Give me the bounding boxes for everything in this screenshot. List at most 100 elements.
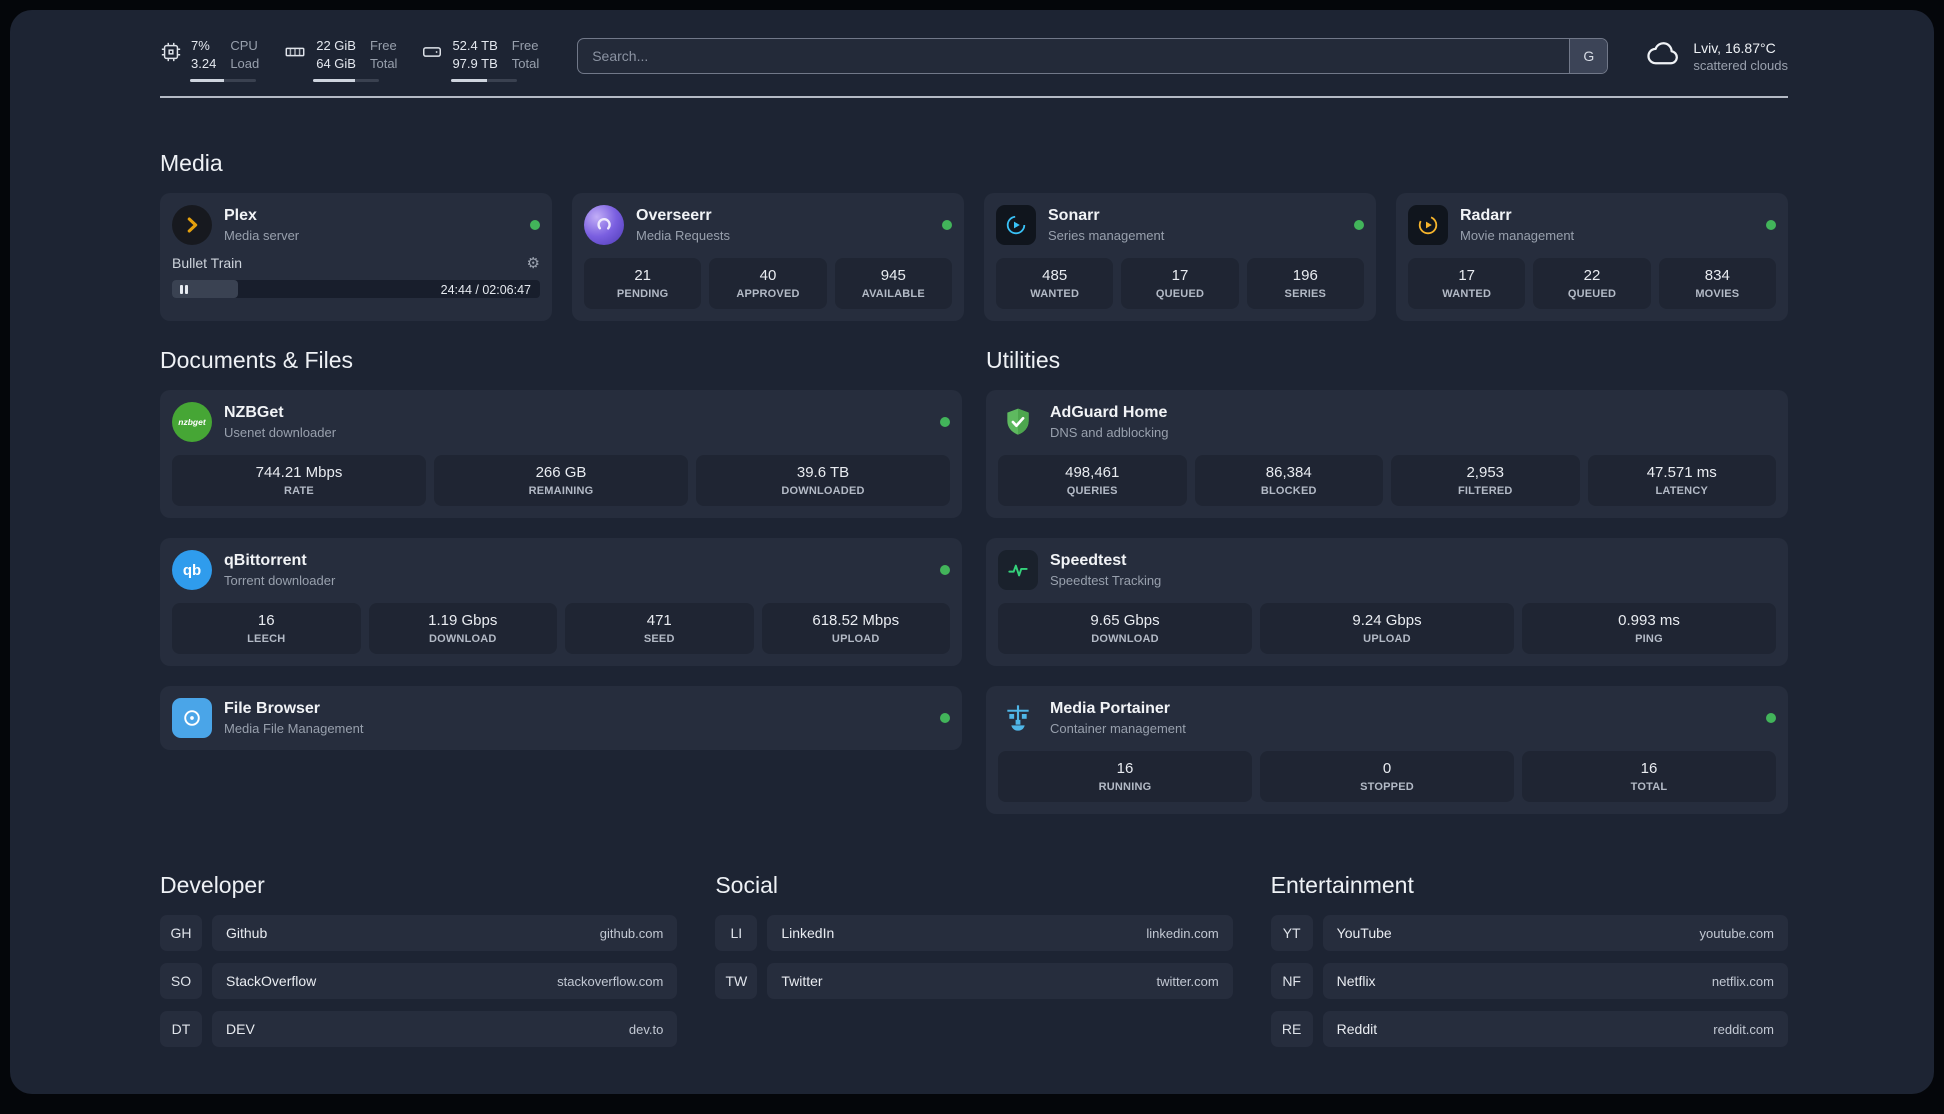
social-column: Social LI LinkedIn linkedin.com TW Twitt… [715,872,1233,999]
portainer-card[interactable]: Media Portainer Container management 16 … [986,686,1788,814]
bookmark-stackoverflow[interactable]: SO StackOverflow stackoverflow.com [160,963,678,999]
adguard-card[interactable]: AdGuard Home DNS and adblocking 498,461 … [986,390,1788,518]
status-dot [1766,220,1776,230]
stat-ping: 0.993 ms PING [1522,603,1776,654]
stat-running: 16 RUNNING [998,751,1252,802]
bookmark-row[interactable]: Github github.com [212,915,678,951]
bookmark-youtube[interactable]: YT YouTube youtube.com [1270,915,1788,951]
disk-icon [421,41,443,63]
bookmark-github[interactable]: GH Github github.com [160,915,678,951]
nzbget-card[interactable]: nzbget NZBGet Usenet downloader 744.21 M… [160,390,962,518]
app-subtitle: Media server [224,228,300,243]
app-subtitle: Speedtest Tracking [1050,573,1162,588]
dashboard: 7% 3.24 CPU Load 22 GiB 64 GiB [10,10,1934,1094]
app-name: AdGuard Home [1050,404,1168,421]
entertainment-bookmarks: YT YouTube youtube.com NF Netflix netfli… [1270,915,1788,1047]
media-grid: Plex Media server Bullet Train ⚙ 24:44 /… [160,193,1788,321]
bookmark-dev[interactable]: DT DEV dev.to [160,1011,678,1047]
qbittorrent-header: qb qBittorrent Torrent downloader [172,550,950,590]
bookmark-netflix[interactable]: NF Netflix netflix.com [1270,963,1788,999]
speedtest-card[interactable]: Speedtest Speedtest Tracking 9.65 Gbps D… [986,538,1788,666]
weather-condition: scattered clouds [1693,57,1788,73]
stat-download: 9.65 Gbps DOWNLOAD [998,603,1252,654]
bookmark-abbr[interactable]: LI [715,915,758,951]
search-engine-button[interactable]: G [1569,39,1608,73]
speedtest-icon [998,550,1038,590]
overseerr-header: Overseerr Media Requests [584,205,952,245]
overseerr-card[interactable]: Overseerr Media Requests 21 PENDING 40 A… [572,193,964,321]
playback-progress-fill [172,280,239,298]
radarr-card[interactable]: Radarr Movie management 17 WANTED 22 QUE… [1396,193,1788,321]
disk-total-label: Total [511,56,540,71]
cpu-label: CPU [230,38,258,53]
stats-row: 498,461 QUERIES 86,384 BLOCKED 2,953 FIL… [998,455,1776,506]
filebrowser-card[interactable]: File Browser Media File Management [160,686,962,750]
bookmark-abbr[interactable]: NF [1270,963,1313,999]
stats-row: 9.65 Gbps DOWNLOAD 9.24 Gbps UPLOAD 0.99… [998,603,1776,654]
gear-icon[interactable]: ⚙ [526,254,540,272]
pause-icon[interactable] [180,284,188,294]
qbittorrent-icon: qb [172,550,212,590]
bookmark-abbr[interactable]: SO [160,963,202,999]
app-name: Sonarr [1048,207,1100,224]
status-dot [940,713,950,723]
portainer-header: Media Portainer Container management [998,698,1776,738]
ram-total-label: Total [369,56,398,71]
filebrowser-header: File Browser Media File Management [172,698,950,738]
stat-series: 196 SERIES [1246,258,1364,309]
app-subtitle: DNS and adblocking [1050,425,1169,440]
app-name: Plex [224,207,257,224]
stats-row: 16 RUNNING 0 STOPPED 16 TOTAL [998,751,1776,802]
bookmark-reddit[interactable]: RE Reddit reddit.com [1270,1011,1788,1047]
developer-bookmarks: GH Github github.com SO StackOverflow st… [160,915,678,1047]
ram-icon [283,41,307,63]
documents-column: Documents & Files nzbget NZBGet Usenet d… [160,347,962,814]
bookmark-abbr[interactable]: GH [160,915,202,951]
top-bar: 7% 3.24 CPU Load 22 GiB 64 GiB [160,38,1788,82]
stat-rate: 744.21 Mbps RATE [172,455,426,506]
stat-download: 1.19 Gbps DOWNLOAD [368,603,557,654]
sonarr-card[interactable]: Sonarr Series management 485 WANTED 17 Q… [984,193,1376,321]
stat-total: 16 TOTAL [1522,751,1776,802]
nzbget-header: nzbget NZBGet Usenet downloader [172,402,950,442]
bookmark-row[interactable]: DEV dev.to [212,1011,678,1047]
search-bar: G [577,38,1609,74]
stat-filtered: 2,953 FILTERED [1391,455,1580,506]
plex-header: Plex Media server [172,205,540,245]
weather-location: Lviv, 16.87°C [1693,39,1776,56]
bookmark-abbr[interactable]: TW [715,963,758,999]
radarr-icon [1408,205,1448,245]
sonarr-header: Sonarr Series management [996,205,1364,245]
adguard-icon [998,402,1038,442]
search-input[interactable] [578,48,1570,64]
qbittorrent-card[interactable]: qb qBittorrent Torrent downloader 16 LEE… [160,538,962,666]
section-title-media: Media [160,150,223,176]
stat-available: 945 AVAILABLE [834,258,952,309]
bookmark-row[interactable]: Netflix netflix.com [1322,963,1788,999]
bookmark-linkedin[interactable]: LI LinkedIn linkedin.com [715,915,1233,951]
bookmark-row[interactable]: Reddit reddit.com [1322,1011,1788,1047]
stat-approved: 40 APPROVED [709,258,827,309]
cpu-metric: 7% 3.24 CPU Load [160,38,259,82]
status-dot [940,565,950,575]
section-title-utilities: Utilities [986,347,1061,373]
plex-card[interactable]: Plex Media server Bullet Train ⚙ 24:44 /… [160,193,552,321]
bookmark-row[interactable]: StackOverflow stackoverflow.com [212,963,678,999]
cpu-icon [160,41,182,63]
bookmark-twitter[interactable]: TW Twitter twitter.com [715,963,1233,999]
bookmark-abbr[interactable]: YT [1270,915,1313,951]
weather-widget: Lviv, 16.87°C scattered clouds [1646,40,1788,81]
cpu-usage-bar [190,79,256,82]
app-subtitle: Movie management [1460,228,1575,243]
now-playing-title: Bullet Train [172,255,243,271]
bookmark-abbr[interactable]: DT [160,1011,202,1047]
bookmark-row[interactable]: YouTube youtube.com [1322,915,1788,951]
bookmark-row[interactable]: LinkedIn linkedin.com [767,915,1233,951]
ram-free-label: Free [369,38,397,53]
bookmark-abbr[interactable]: RE [1270,1011,1313,1047]
disk-total-value: 97.9 TB [452,56,498,71]
section-title-entertainment: Entertainment [1270,872,1414,898]
stat-remaining: 266 GB REMAINING [434,455,688,506]
portainer-icon [998,698,1038,738]
bookmark-row[interactable]: Twitter twitter.com [767,963,1233,999]
